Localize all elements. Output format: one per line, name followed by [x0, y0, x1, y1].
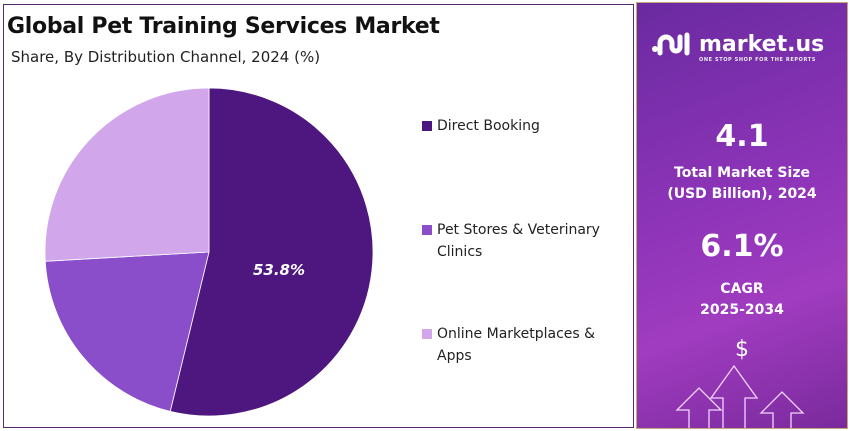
brand-tagline: ONE STOP SHOP FOR THE REPORTS	[699, 57, 816, 63]
pie-slice-2	[44, 87, 210, 262]
pie-slice-1	[44, 251, 210, 412]
chart-title: Global Pet Training Services Market	[7, 14, 440, 39]
legend-item-pet-stores: Pet Stores & Veterinary Clinics	[422, 219, 622, 263]
legend-swatch	[422, 121, 432, 131]
legend-label: Direct Booking	[437, 118, 540, 134]
brand-name: market.us	[699, 31, 825, 57]
growth-arrows-icon	[675, 364, 805, 428]
legend-swatch	[422, 329, 432, 339]
cagr-value: 6.1%	[700, 229, 784, 264]
data-label: 53.8%	[253, 261, 305, 279]
cagr-label-1: CAGR	[720, 281, 764, 297]
pie-slice-0	[169, 87, 374, 417]
summary-panel: market.us ONE STOP SHOP FOR THE REPORTS …	[636, 2, 848, 429]
market-size-label-1: Total Market Size	[674, 165, 810, 181]
chart-subtitle: Share, By Distribution Channel, 2024 (%)	[11, 48, 321, 66]
brand-logo: market.us	[651, 31, 824, 57]
legend-item-online-marketplaces: Online Marketplaces & Apps	[422, 323, 612, 367]
cagr-label-2: 2025-2034	[700, 302, 784, 318]
legend-label: Pet Stores & Veterinary Clinics	[437, 222, 600, 260]
legend-label: Online Marketplaces & Apps	[437, 326, 596, 364]
legend-swatch	[422, 225, 432, 235]
market-size-label-2: (USD Billion), 2024	[667, 186, 817, 202]
dollar-icon: $	[735, 337, 749, 362]
market-us-logo-icon	[652, 32, 690, 56]
pie-chart: 53.8%	[44, 87, 374, 417]
market-size-value: 4.1	[715, 119, 769, 154]
legend-item-direct-booking: Direct Booking	[422, 115, 632, 137]
